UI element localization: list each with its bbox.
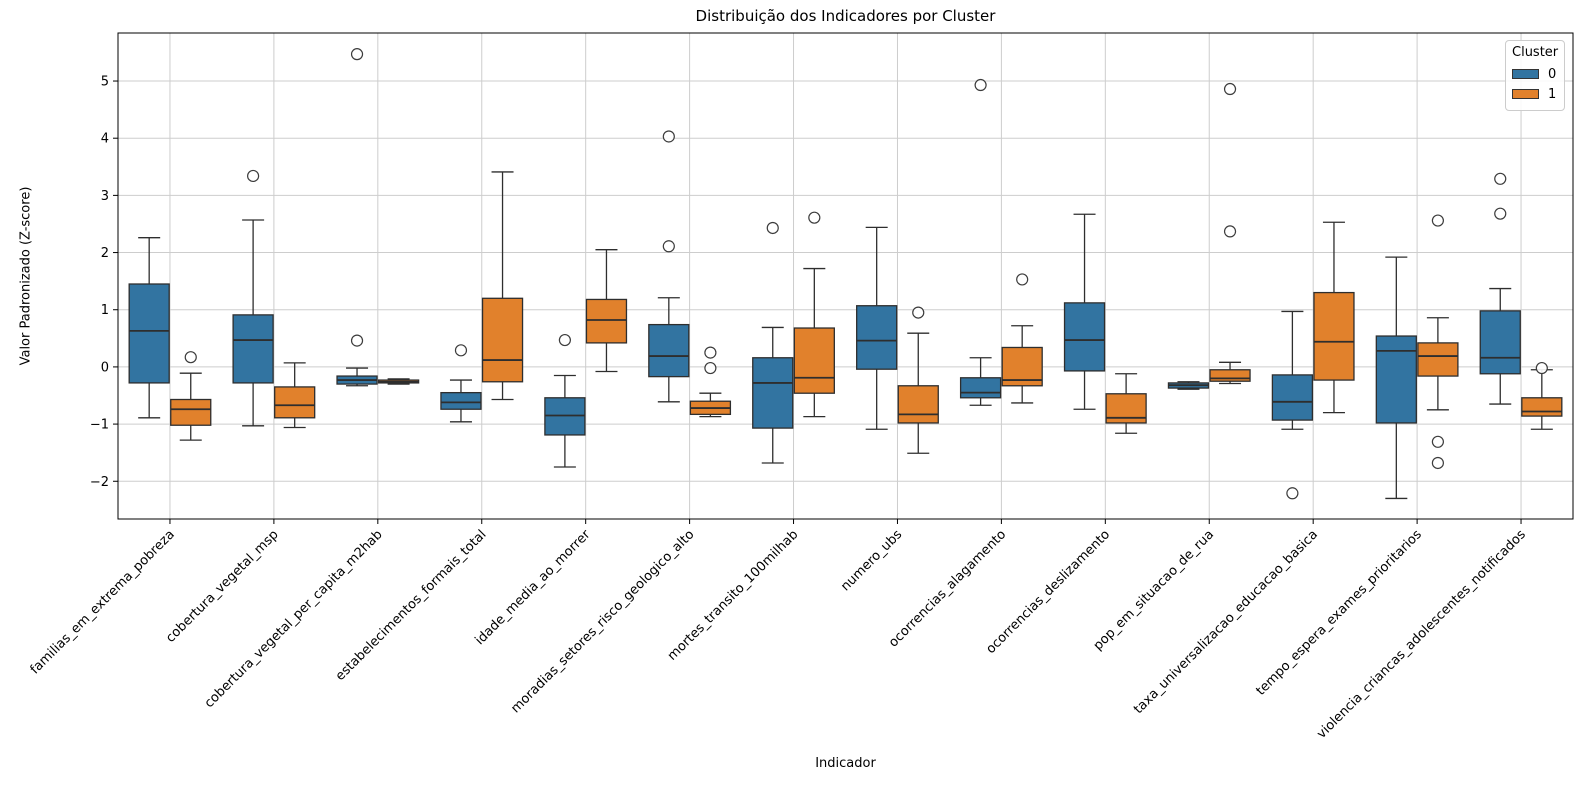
box-estabelecimentos_formais_total-cluster1: [481, 171, 524, 401]
x-tick-label: ocorrencias_alagamento: [886, 527, 1009, 650]
outlier-point: [912, 306, 925, 319]
y-tick-label: −2: [90, 475, 109, 490]
outlier-point: [1286, 487, 1299, 500]
box-idade_media_ao_morrer-cluster0: [544, 333, 586, 468]
y-tick-label: 3: [101, 189, 109, 204]
box-violencia_criancas_adolescentes_notificados-cluster0: [1479, 172, 1521, 405]
legend-entry-label: 0: [1548, 66, 1557, 82]
outlier-point: [247, 169, 260, 183]
box-idade_media_ao_morrer-cluster1: [585, 249, 628, 373]
box-estabelecimentos_formais_total-cluster0: [440, 344, 482, 423]
y-tick-label: 2: [101, 246, 109, 261]
outlier-point: [766, 221, 779, 235]
box-pop_em_situacao_de_rua-cluster0: [1167, 381, 1210, 390]
y-tick-label: −1: [90, 418, 109, 433]
box-mortes_transito_100milhab-cluster0: [752, 221, 794, 464]
outlier-point: [1223, 225, 1237, 238]
outlier-point: [662, 130, 675, 143]
y-axis-label: Valor Padronizado (Z-score): [18, 186, 34, 366]
box-ocorrencias_alagamento-cluster0: [959, 78, 1002, 406]
outlier-point: [1016, 273, 1029, 286]
x-tick-label: ocorrencias_deslizamento: [983, 527, 1113, 657]
x-tick-label: numero_ubs: [838, 527, 905, 594]
box-numero_ubs-cluster0: [856, 226, 898, 430]
gridlines: [118, 33, 1573, 519]
box-taxa_universalizacao_educacao_basica-cluster1: [1313, 221, 1355, 414]
outlier-point: [558, 333, 571, 347]
box-ocorrencias_alagamento-cluster1: [1001, 273, 1043, 404]
outlier-point: [1431, 435, 1444, 448]
box-cobertura_vegetal_msp-cluster0: [232, 169, 274, 427]
y-tick-label: 5: [101, 75, 109, 90]
cluster-1-swatch: [1512, 89, 1539, 99]
box-violencia_criancas_adolescentes_notificados-cluster1: [1521, 361, 1563, 430]
box-cobertura_vegetal_per_capita_m2hab-cluster1: [377, 378, 420, 385]
box-tempo_espera_exames_prioritarios-cluster0: [1375, 256, 1417, 500]
outlier-point: [1431, 456, 1444, 470]
x-tick-label: familias_em_extrema_pobreza: [28, 527, 178, 677]
x-axis-label: Indicador: [815, 756, 876, 771]
x-tick-label: tempo_espera_exames_prioritarios: [1253, 527, 1425, 699]
outlier-point: [1494, 207, 1507, 220]
box-ocorrencias_deslizamento-cluster1: [1105, 373, 1147, 434]
outlier-point: [704, 361, 717, 375]
box-pop_em_situacao_de_rua-cluster1: [1209, 82, 1251, 385]
chart-title: Distribuição dos Indicadores por Cluster: [695, 7, 996, 25]
box-numero_ubs-cluster1: [897, 306, 939, 454]
x-tick-label: taxa_universalizacao_educacao_basica: [1131, 527, 1321, 717]
outlier-point: [1431, 214, 1444, 227]
outlier-point: [184, 351, 197, 364]
box-cobertura_vegetal_msp-cluster1: [274, 362, 316, 429]
outlier-point: [1535, 361, 1548, 375]
y-tick-label: 0: [101, 360, 109, 375]
outlier-point: [1223, 82, 1237, 96]
cluster-0-swatch: [1512, 69, 1539, 79]
y-tick-label: 4: [101, 132, 109, 147]
box-moradias_setores_risco_geologico_alto-cluster1: [689, 346, 732, 418]
legend-title: Cluster: [1512, 45, 1559, 60]
outlier-point: [704, 346, 717, 359]
legend-entry-cluster-1: 1: [1512, 84, 1558, 104]
plot-border: [117, 32, 1574, 520]
outlier-point: [350, 334, 364, 347]
outlier-point: [662, 240, 675, 253]
legend: Cluster 0 1: [1505, 40, 1565, 111]
x-tick-label: cobertura_vegetal_per_capita_m2hab: [202, 527, 386, 711]
x-tick-label: idade_media_ao_morrer: [472, 527, 593, 648]
box-tempo_espera_exames_prioritarios-cluster1: [1417, 214, 1459, 470]
box-familias_em_extrema_pobreza-cluster0: [128, 237, 170, 419]
box-ocorrencias_deslizamento-cluster0: [1063, 213, 1106, 410]
x-tick-label: violencia_criancas_adolescentes_notifica…: [1314, 527, 1529, 742]
box-familias_em_extrema_pobreza-cluster1: [170, 351, 212, 441]
outlier-point: [808, 211, 821, 224]
box-taxa_universalizacao_educacao_basica-cluster0: [1271, 310, 1314, 500]
x-tick-label: pop_em_situacao_de_rua: [1091, 527, 1217, 653]
outlier-point: [454, 344, 468, 357]
legend-entry-cluster-0: 0: [1512, 64, 1558, 84]
outlier-point: [350, 48, 364, 61]
box-mortes_transito_100milhab-cluster1: [793, 211, 835, 418]
x-tick-label: moradias_setores_risco_geologico_alto: [508, 527, 697, 716]
outlier-point: [974, 78, 987, 92]
box-cobertura_vegetal_per_capita_m2hab-cluster0: [336, 48, 378, 387]
legend-entry-label: 1: [1548, 86, 1557, 102]
box-moradias_setores_risco_geologico_alto-cluster0: [648, 130, 690, 403]
outlier-point: [1494, 172, 1507, 185]
x-tick-label: cobertura_vegetal_msp: [163, 527, 282, 646]
y-tick-label: 1: [101, 303, 109, 318]
